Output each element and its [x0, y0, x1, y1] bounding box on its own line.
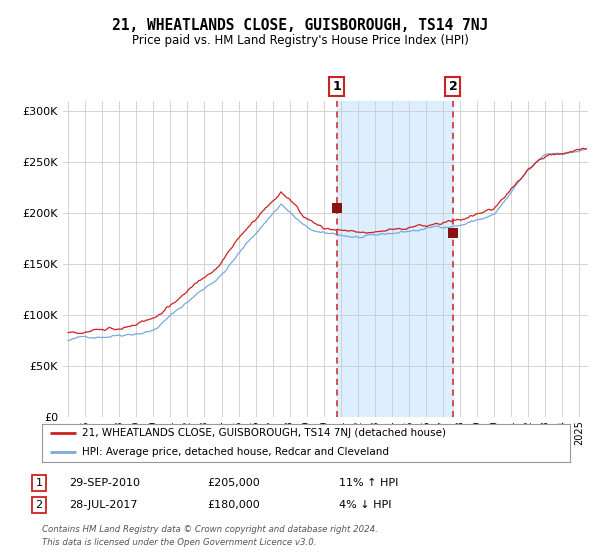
- Text: £180,000: £180,000: [207, 500, 260, 510]
- Text: 2: 2: [449, 80, 457, 93]
- Text: 11% ↑ HPI: 11% ↑ HPI: [339, 478, 398, 488]
- Text: 21, WHEATLANDS CLOSE, GUISBOROUGH, TS14 7NJ (detached house): 21, WHEATLANDS CLOSE, GUISBOROUGH, TS14 …: [82, 428, 446, 438]
- Text: 1: 1: [35, 478, 43, 488]
- Text: 4% ↓ HPI: 4% ↓ HPI: [339, 500, 391, 510]
- Text: 28-JUL-2017: 28-JUL-2017: [69, 500, 137, 510]
- Text: 2: 2: [35, 500, 43, 510]
- Text: 1: 1: [332, 80, 341, 93]
- Text: £205,000: £205,000: [207, 478, 260, 488]
- Text: 21, WHEATLANDS CLOSE, GUISBOROUGH, TS14 7NJ: 21, WHEATLANDS CLOSE, GUISBOROUGH, TS14 …: [112, 18, 488, 32]
- Text: Price paid vs. HM Land Registry's House Price Index (HPI): Price paid vs. HM Land Registry's House …: [131, 34, 469, 47]
- Bar: [337, 101, 453, 417]
- Text: Contains HM Land Registry data © Crown copyright and database right 2024.
This d: Contains HM Land Registry data © Crown c…: [42, 525, 378, 547]
- Text: 29-SEP-2010: 29-SEP-2010: [69, 478, 140, 488]
- Text: HPI: Average price, detached house, Redcar and Cleveland: HPI: Average price, detached house, Redc…: [82, 447, 389, 458]
